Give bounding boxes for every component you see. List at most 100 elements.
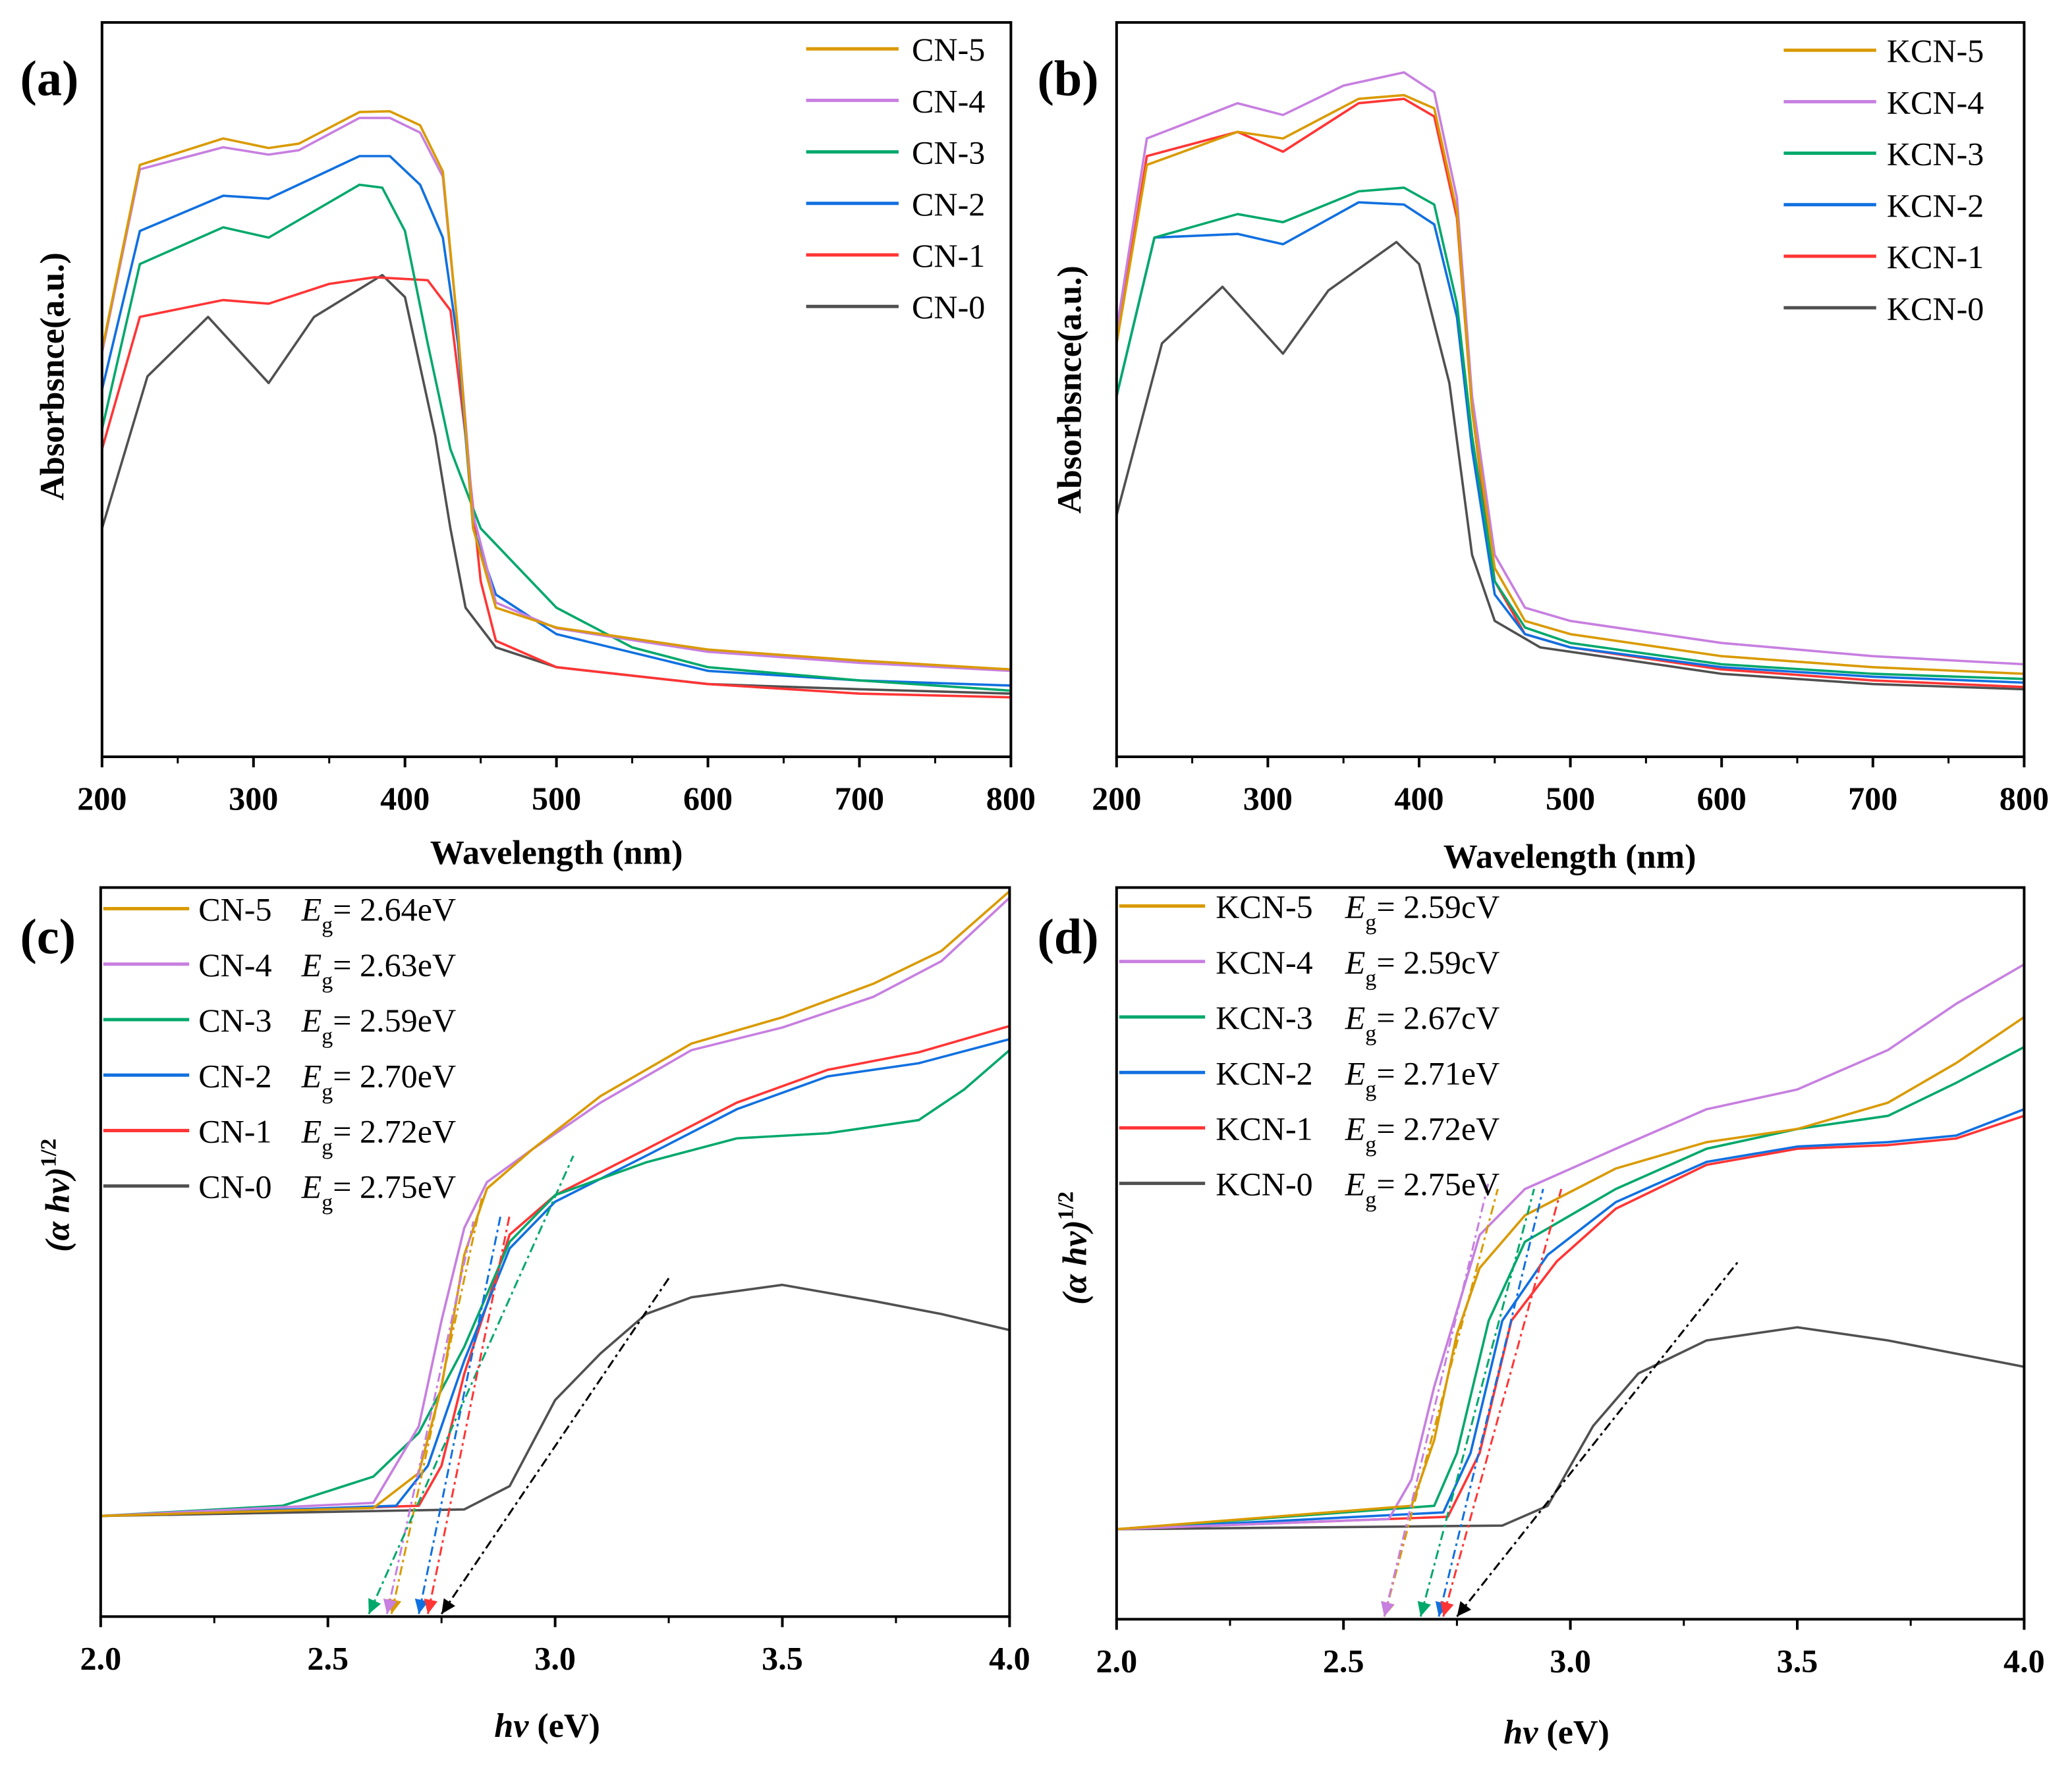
panel-label: (c) <box>20 910 76 965</box>
plot-frame <box>1115 886 2026 1621</box>
tangent-arrow-CN-3 <box>368 1598 381 1614</box>
x-axis-label-symbol: hν <box>1503 1714 1538 1751</box>
legend-item: CN-3 Eg= 2.59eV <box>103 1002 456 1049</box>
series-line-CN-4 <box>100 896 1011 1518</box>
tangent-arrow-CN-0 <box>441 1598 455 1614</box>
series-line-KCN-4 <box>1115 71 2025 666</box>
x-tick-label: 800 <box>2000 780 2049 817</box>
legend-bandgap: Eg= 2.75eV <box>301 1168 457 1215</box>
legend-item: KCN-3 <box>1783 136 1984 173</box>
legend-label: KCN-1 <box>1887 238 1984 275</box>
y-axis-label: (α hν)1/2 <box>37 1139 77 1252</box>
x-tick-label: 3.0 <box>1550 1643 1591 1680</box>
x-tick-label: 2.0 <box>1096 1643 1137 1680</box>
series-line-CN-2 <box>101 155 1011 687</box>
x-tick-label: 3.0 <box>534 1640 576 1677</box>
legend-label: KCN-4 <box>1216 944 1313 981</box>
tangent-line-CN-4 <box>385 1221 474 1614</box>
chart-panel-a: 200 300 400 500 600 700 800 Wavelength (nm) Abso… <box>20 21 1036 871</box>
series-line-CN-3 <box>101 183 1011 692</box>
legend-item: KCN-5 Eg= 2.59cV <box>1119 889 1499 935</box>
legend-item: CN-5 <box>806 31 985 68</box>
series-line-CN-1 <box>100 1025 1010 1518</box>
x-tick-label: 2.0 <box>80 1640 122 1677</box>
legend-item: KCN-4 Eg= 2.59cV <box>1119 944 1499 991</box>
x-tick-label: 600 <box>1697 780 1747 817</box>
plot-frame <box>100 21 1013 758</box>
legend-bandgap: Eg= 2.70eV <box>301 1057 457 1104</box>
legend-label: KCN-2 <box>1216 1055 1313 1091</box>
tangent-arrow-CN-4 <box>383 1598 397 1614</box>
legend-label: CN-0 <box>198 1168 271 1205</box>
panel-label: (b) <box>1038 51 1099 106</box>
x-tick-label: 2.5 <box>1323 1643 1364 1680</box>
legend-bandgap: Eg= 2.72eV <box>301 1112 457 1159</box>
legend-item: CN-5 Eg= 2.64eV <box>103 891 456 938</box>
legend-label: CN-5 <box>198 891 271 928</box>
legend-label: KCN-4 <box>1887 84 1984 121</box>
legend-item: CN-0 <box>806 288 985 325</box>
legend: CN-5 Eg= 2.64eV CN-4 Eg= 2.63eV CN-3 Eg= 2.59… <box>103 891 456 1215</box>
x-tick-label: 400 <box>1394 780 1443 817</box>
legend-item: KCN-5 <box>1783 32 1984 69</box>
x-tick-label: 500 <box>1546 780 1595 817</box>
legend-bandgap: Eg= 2.59cV <box>1345 889 1500 935</box>
series-line-KCN-0 <box>1116 1326 2025 1531</box>
chart-panel-b: 200 300 400 500 600 700 800 Wavelength (nm) Abso… <box>1038 21 2049 875</box>
x-tick-label: 800 <box>986 780 1036 817</box>
series-line-CN-0 <box>101 273 1011 695</box>
series-line-KCN-0 <box>1115 240 2025 691</box>
x-axis-label-symbol: hν <box>494 1707 529 1745</box>
tangent-arrow-KCN-1 <box>1440 1601 1454 1617</box>
x-axis-label: hν (eV) <box>494 1707 600 1745</box>
legend-label: CN-3 <box>912 134 985 171</box>
legend-bandgap: Eg= 2.59eV <box>301 1002 457 1049</box>
legend-label: CN-5 <box>912 31 985 68</box>
x-tick-label: 400 <box>380 780 430 817</box>
x-tick-label: 300 <box>229 780 278 817</box>
series-line-KCN-4 <box>1116 963 2025 1531</box>
chart-panel-c: 2.0 2.5 3.0 3.5 4.0 hν (eV) (α hν)1/2 (c) CN-5 Eg… <box>20 886 1030 1745</box>
series-line-KCN-2 <box>1115 201 2025 684</box>
legend-label: KCN-0 <box>1887 290 1984 327</box>
legend-label: KCN-5 <box>1216 889 1313 925</box>
legend-item: CN-4 Eg= 2.63eV <box>103 946 456 993</box>
legend-item: CN-3 <box>806 134 985 171</box>
tangent-line-KCN-3 <box>1419 1188 1535 1617</box>
tangent-arrow-KCN-0 <box>1457 1601 1472 1617</box>
legend-item: CN-4 <box>806 82 985 119</box>
legend-bandgap: Eg= 2.63eV <box>301 946 457 993</box>
series-line-CN-2 <box>100 1037 1010 1518</box>
x-axis-label: Wavelength (nm) <box>430 834 683 871</box>
legend-label: CN-1 <box>198 1112 271 1149</box>
tangent-arrow-KCN-3 <box>1417 1601 1431 1617</box>
series-line-CN-0 <box>100 1283 1010 1518</box>
legend-bandgap: Eg= 2.59cV <box>1345 944 1500 991</box>
x-tick-label: 200 <box>77 780 126 817</box>
tangent-line-CN-5 <box>390 1195 484 1614</box>
legend-bandgap: Eg= 2.64eV <box>301 891 457 938</box>
legend-item: KCN-1 <box>1783 238 1984 275</box>
x-tick-label: 500 <box>532 780 581 817</box>
legend-label: KCN-1 <box>1216 1110 1313 1147</box>
tangent-line-CN-1 <box>426 1215 511 1614</box>
x-tick-label: 700 <box>835 780 884 817</box>
legend-label: CN-0 <box>912 288 985 325</box>
series-line-CN-1 <box>101 276 1011 699</box>
legend: KCN-5 KCN-4 KCN-3 KCN-2 KCN-1 KCN-0 <box>1783 32 1984 327</box>
legend-label: CN-2 <box>912 186 985 223</box>
legend-label: CN-2 <box>198 1057 271 1094</box>
y-axis-label: (α hν)1/2 <box>1054 1192 1094 1305</box>
legend-item: CN-1 Eg= 2.72eV <box>103 1112 457 1160</box>
legend-item: KCN-3 Eg= 2.67cV <box>1119 999 1499 1046</box>
legend-bandgap: Eg= 2.71eV <box>1345 1055 1500 1101</box>
legend-item: KCN-2 <box>1783 187 1984 224</box>
legend-item: KCN-0 Eg= 2.75eV <box>1119 1166 1499 1213</box>
series-line-KCN-5 <box>1115 94 2025 675</box>
legend-label: KCN-5 <box>1887 32 1984 69</box>
series-line-CN-5 <box>101 110 1011 671</box>
series-line-KCN-5 <box>1116 1016 2025 1531</box>
legend-label: CN-4 <box>912 82 985 119</box>
legend-item: CN-0 Eg= 2.75eV <box>103 1168 456 1215</box>
